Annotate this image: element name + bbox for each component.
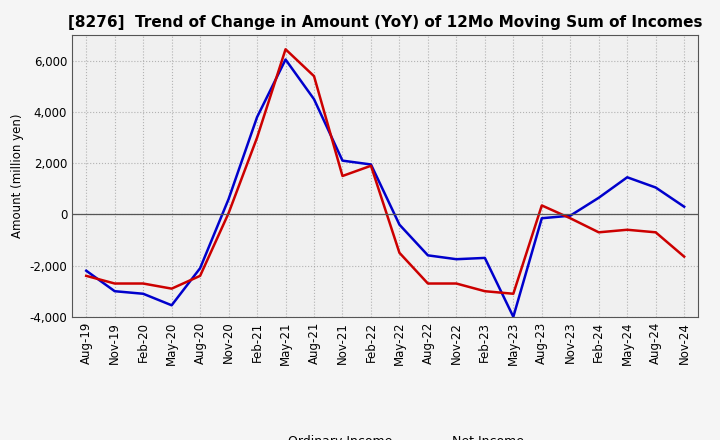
Net Income (82, 273, 91, 279)
Ordinary Income (452, 257, 461, 262)
Ordinary Income (480, 255, 489, 260)
Net Income (509, 291, 518, 297)
Net Income (139, 281, 148, 286)
Net Income (395, 250, 404, 256)
Ordinary Income (423, 253, 432, 258)
Line: Ordinary Income: Ordinary Income (86, 59, 684, 317)
Net Income (310, 73, 318, 79)
Ordinary Income (338, 158, 347, 163)
Ordinary Income (680, 204, 688, 209)
Net Income (196, 273, 204, 279)
Title: [8276]  Trend of Change in Amount (YoY) of 12Mo Moving Sum of Incomes: [8276] Trend of Change in Amount (YoY) o… (68, 15, 703, 30)
Ordinary Income (282, 57, 290, 62)
Legend: Ordinary Income, Net Income: Ordinary Income, Net Income (241, 430, 529, 440)
Net Income (680, 254, 688, 259)
Y-axis label: Amount (million yen): Amount (million yen) (11, 114, 24, 238)
Ordinary Income (652, 185, 660, 190)
Ordinary Income (310, 96, 318, 102)
Ordinary Income (82, 268, 91, 273)
Ordinary Income (509, 314, 518, 319)
Ordinary Income (566, 213, 575, 218)
Ordinary Income (225, 196, 233, 202)
Ordinary Income (395, 222, 404, 227)
Net Income (537, 203, 546, 208)
Ordinary Income (595, 195, 603, 200)
Ordinary Income (110, 289, 119, 294)
Net Income (652, 230, 660, 235)
Net Income (282, 47, 290, 52)
Net Income (452, 281, 461, 286)
Net Income (253, 135, 261, 140)
Net Income (338, 173, 347, 179)
Ordinary Income (196, 265, 204, 271)
Net Income (423, 281, 432, 286)
Ordinary Income (167, 303, 176, 308)
Ordinary Income (366, 162, 375, 167)
Ordinary Income (253, 114, 261, 120)
Line: Net Income: Net Income (86, 49, 684, 294)
Ordinary Income (537, 216, 546, 221)
Net Income (595, 230, 603, 235)
Net Income (480, 289, 489, 294)
Net Income (225, 210, 233, 216)
Net Income (366, 163, 375, 169)
Net Income (110, 281, 119, 286)
Net Income (167, 286, 176, 291)
Net Income (623, 227, 631, 232)
Net Income (566, 216, 575, 221)
Ordinary Income (139, 291, 148, 297)
Ordinary Income (623, 175, 631, 180)
